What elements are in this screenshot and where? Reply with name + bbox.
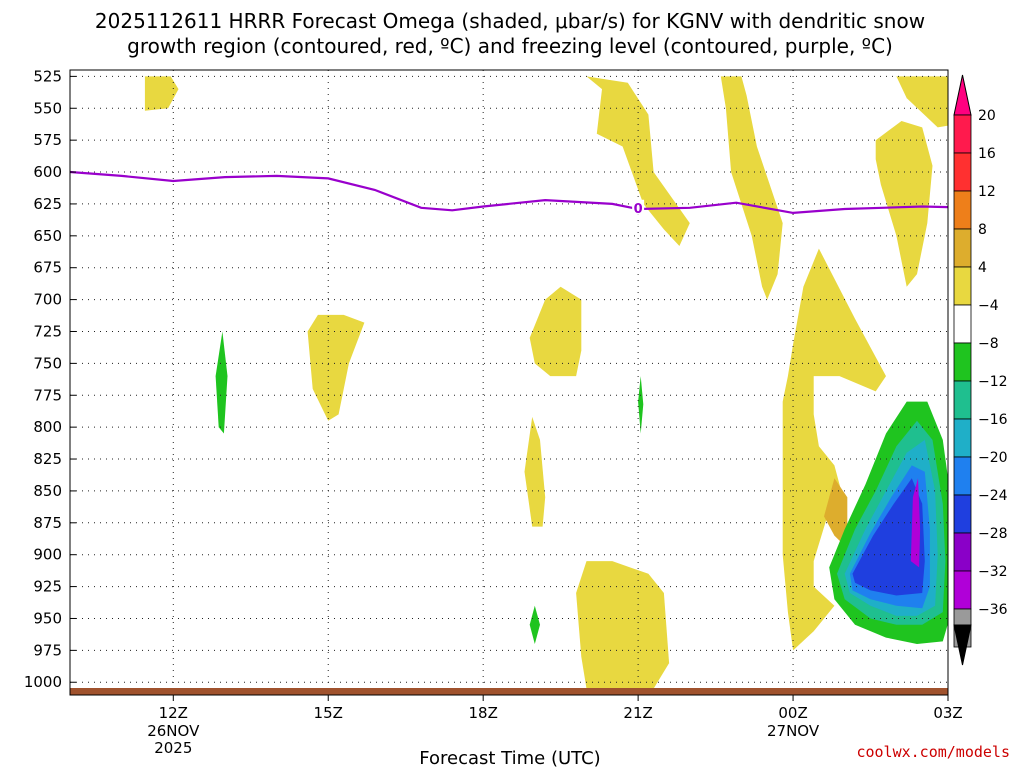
freezing-level-label-bg [632,199,645,215]
colorbar-swatch--20 [953,456,972,496]
chart-title-line-2: growth region (contoured, red, ºC) and f… [127,34,893,58]
y-tick-label-950: 950 [33,609,62,627]
plot-frame [69,69,949,696]
colorbar-swatch--8 [953,342,972,382]
omega-region-yellow-3 [896,76,948,128]
x-tick-sublabel-00Z-0: 27NOV [767,722,820,740]
ground-strip [70,688,948,695]
y-tick-label-675: 675 [33,259,62,277]
omega-region-teal-18 [529,605,540,644]
omega-region-yellow-5 [307,314,365,421]
omega-shaded-regions [111,76,948,689]
colorbar-swatch--16 [953,418,972,458]
credit-text: coolwx.com/models [856,743,1010,761]
y-tick-label-625: 625 [33,195,62,213]
y-tick-label-650: 650 [33,227,62,245]
y-tick-label-600: 600 [33,163,62,181]
colorbar-swatch-16 [953,152,972,192]
freezing-level: 0 [70,170,948,217]
colorbar-label--12: −12 [978,374,1008,390]
y-tick-label-775: 775 [33,386,62,404]
omega-region-green-12 [612,263,701,549]
y-tick-label-575: 575 [33,131,62,149]
x-tick-label-00Z: 00Z [778,704,807,722]
y-tick-label-825: 825 [33,450,62,468]
colorbar-label-20: 20 [978,108,996,124]
colorbar-label--32: −32 [978,564,1008,580]
y-tick-label-925: 925 [33,578,62,596]
omega-region-yellow-9 [782,248,886,651]
colorbar-swatch--12 [953,380,972,420]
colorbar-label-4: 4 [978,260,987,276]
x-axis-title: Forecast Time (UTC) [419,748,600,768]
y-tick-label-800: 800 [33,418,62,436]
y-tick-label-550: 550 [33,99,62,117]
omega-region-yellow-2 [720,76,783,300]
omega-region-teal-17 [215,331,228,434]
y-tick-label-700: 700 [33,291,62,309]
colorbar-label--4: −4 [978,298,999,314]
y-tick-label-750: 750 [33,354,62,372]
ground-layer [70,688,948,695]
colorbar-swatch-12 [953,190,972,230]
colorbar-swatch--4 [953,304,972,344]
x-tick-label-03Z: 03Z [933,704,962,722]
colorbar-bottom-arrow [953,624,972,666]
omega-region-yellow-6 [529,286,582,377]
y-tick-label-1000: 1000 [24,673,62,691]
omega-region-teal-19 [638,376,644,434]
x-tick-label-18Z: 18Z [468,704,497,722]
y-tick-label-875: 875 [33,514,62,532]
colorbar-label-8: 8 [978,222,987,238]
omega-region-yellow-1 [586,76,690,247]
y-axis: 525 550 575 600 625 650 675 700 725 750 775 800 825 8… [24,67,76,691]
colorbar-label-16: 16 [978,146,996,162]
omega-region-green-10 [111,274,163,466]
colorbar-swatch-4 [953,266,972,306]
colorbar-label--28: −28 [978,526,1008,542]
colorbar-label--16: −16 [978,412,1008,428]
omega-region-yellow-7 [524,416,546,527]
colorbar-label--24: −24 [978,488,1008,504]
colorbar-swatch--24 [953,494,972,534]
omega-region-purple-24 [852,478,925,596]
colorbar-top-arrow [953,74,972,116]
plot-area: 0 [69,69,949,696]
chart-title-line-1: 2025112611 HRRR Forecast Omega (shaded, … [95,9,925,33]
omega-region-yellow-0 [144,76,179,111]
y-tick-label-525: 525 [33,67,62,85]
colorbar-swatch--28 [953,532,972,572]
y-tick-label-850: 850 [33,482,62,500]
omega-region-orange-16 [824,478,848,549]
grid-lines [70,70,949,695]
omega-region-green-13 [379,484,546,657]
x-tick-label-12Z: 12Z [159,704,188,722]
colorbar-swatch--32 [953,570,972,610]
colorbar-swatch-8 [953,228,972,268]
x-tick-sublabel-12Z-0: 26NOV [147,722,200,740]
y-tick-label-900: 900 [33,546,62,564]
colorbar-legend: 20 16 12 8 4 −4 −8 −12 −16 −20 −24 −28 −32 −36 [953,74,1008,666]
colorbar-label-12: 12 [978,184,996,200]
omega-region-gray-25 [910,478,921,568]
y-tick-label-725: 725 [33,322,62,340]
colorbar-label--36: −36 [978,602,1008,618]
colorbar-label--8: −8 [978,336,999,352]
freezing-level-line [70,170,948,215]
omega-region-yellow-8 [576,561,670,689]
freezing-level-label: 0 [634,202,643,217]
y-tick-label-975: 975 [33,641,62,659]
colorbar-label--20: −20 [978,450,1008,466]
x-tick-sublabel-12Z-1: 2025 [154,739,192,757]
x-tick-label-21Z: 21Z [623,704,652,722]
colorbar-swatch-20 [953,114,972,154]
x-tick-label-15Z: 15Z [314,704,343,722]
